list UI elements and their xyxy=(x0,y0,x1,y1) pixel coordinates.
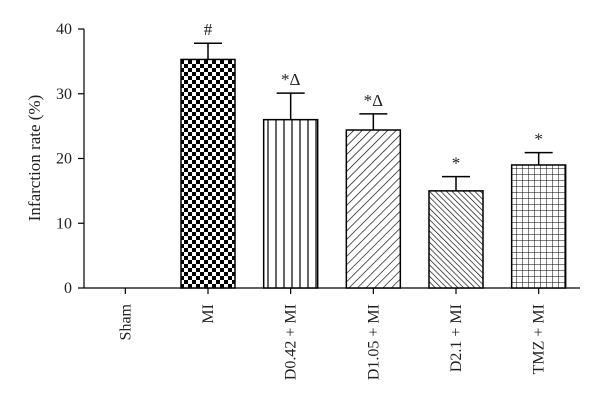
significance-mark: * xyxy=(452,154,461,173)
y-tick-label: 40 xyxy=(56,21,72,38)
x-axis xyxy=(84,287,580,294)
y-axis: 0 10 20 30 40 xyxy=(56,21,85,297)
bar-tmz-mi xyxy=(510,164,567,289)
y-tick-label: 10 xyxy=(56,215,72,232)
significance-mark: *Δ xyxy=(364,91,384,110)
bars xyxy=(180,58,567,289)
error-bars xyxy=(194,42,553,191)
x-tick-label: Sham xyxy=(117,303,134,340)
x-tick-label: D2.1 + MI xyxy=(448,304,465,372)
x-tick-label: D1.05 + MI xyxy=(365,304,382,380)
significance-mark: # xyxy=(204,20,213,39)
x-tick-label: TMZ + MI xyxy=(531,304,548,374)
significance-mark: * xyxy=(534,130,543,149)
y-tick-label: 30 xyxy=(56,86,72,103)
x-tick-label: MI xyxy=(200,304,217,324)
bar-d2-1-mi xyxy=(428,190,484,289)
significance-mark: *Δ xyxy=(281,70,301,89)
y-axis-label: Infarction rate (%) xyxy=(25,95,44,221)
significance-annotations: # *Δ *Δ * * xyxy=(204,20,543,172)
bar-mi xyxy=(180,58,236,289)
bar-d0-42-mi xyxy=(262,118,319,289)
bar-d1-05-mi xyxy=(345,129,402,289)
x-tick-labels: Sham MI D0.42 + MI D1.05 + MI D2.1 + MI TMZ +… xyxy=(117,303,547,380)
y-tick-label: 20 xyxy=(56,151,72,168)
y-tick-label: 0 xyxy=(64,280,72,297)
x-tick-label: D0.42 + MI xyxy=(283,304,300,380)
